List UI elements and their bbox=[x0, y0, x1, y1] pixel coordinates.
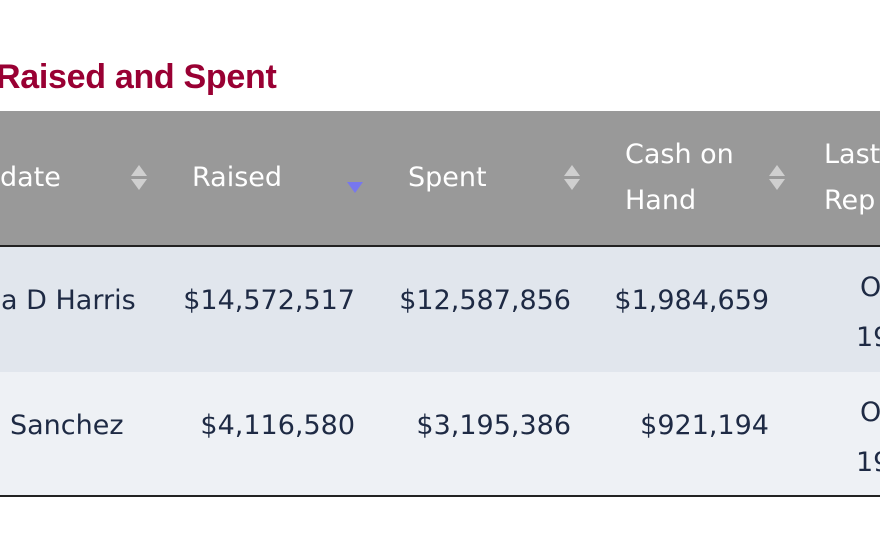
raised-cell: $14,572,517 bbox=[183, 285, 355, 316]
cash-on-hand-cell: $921,194 bbox=[640, 410, 769, 441]
column-label-line1: Last bbox=[824, 139, 880, 170]
section-title: Raised and Spent bbox=[0, 58, 277, 96]
table-row: Sanchez $4,116,580 $3,195,386 $921,194 O… bbox=[0, 372, 880, 496]
table-header-row: date Raised Spent bbox=[0, 111, 880, 246]
column-header-last-report[interactable]: Last Rep bbox=[797, 111, 880, 246]
last-report-line1: O bbox=[860, 272, 880, 303]
column-header-spent[interactable]: Spent bbox=[365, 111, 585, 246]
sort-both-icon bbox=[564, 165, 580, 191]
column-label-line2: Hand bbox=[625, 185, 697, 216]
column-header-candidate[interactable]: date bbox=[0, 111, 165, 246]
last-report-line1: O bbox=[860, 397, 880, 428]
column-label-line1: Cash on bbox=[625, 139, 734, 170]
cash-on-hand-cell: $1,984,659 bbox=[614, 285, 769, 316]
column-header-raised[interactable]: Raised bbox=[165, 111, 365, 246]
last-report-cell: O 19 bbox=[797, 246, 880, 372]
last-report-line2: 19 bbox=[856, 447, 880, 478]
column-label: Raised bbox=[192, 162, 283, 193]
candidate-cell: a D Harris bbox=[1, 285, 136, 316]
column-label-line2: Rep bbox=[824, 185, 876, 216]
last-report-cell: O 19 bbox=[797, 372, 880, 496]
column-header-cash-on-hand[interactable]: Cash on Hand bbox=[585, 111, 797, 246]
column-label: Spent bbox=[408, 162, 487, 193]
last-report-line2: 19 bbox=[856, 322, 880, 353]
spent-cell: $3,195,386 bbox=[416, 410, 571, 441]
spent-cell: $12,587,856 bbox=[399, 285, 571, 316]
sort-both-icon bbox=[769, 165, 785, 191]
column-label: date bbox=[0, 162, 61, 193]
sort-descending-icon bbox=[347, 182, 363, 193]
candidate-cell: Sanchez bbox=[10, 410, 124, 441]
sort-both-icon bbox=[131, 165, 147, 191]
raised-spent-table: date Raised Spent bbox=[0, 111, 880, 497]
table-row: a D Harris $14,572,517 $12,587,856 $1,98… bbox=[0, 246, 880, 372]
raised-cell: $4,116,580 bbox=[200, 410, 355, 441]
